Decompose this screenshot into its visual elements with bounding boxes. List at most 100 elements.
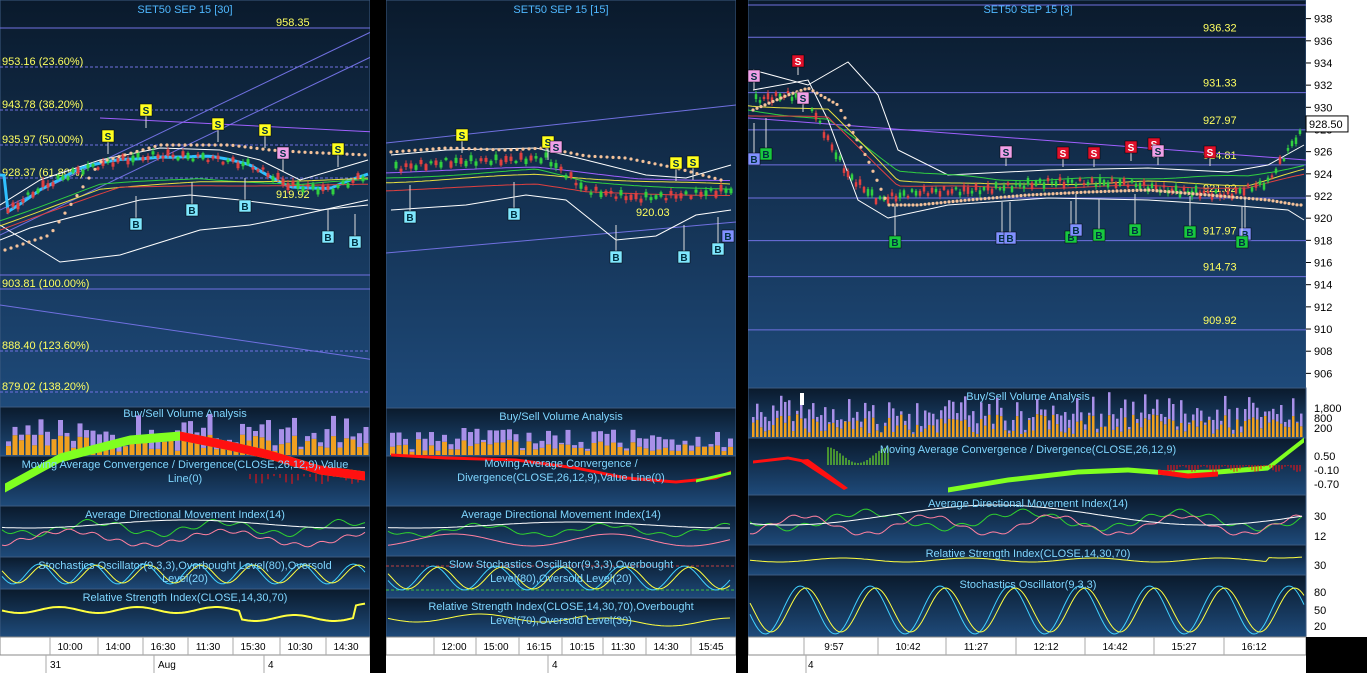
volume-bar-buy — [1272, 419, 1275, 437]
parabolic-sar-dot — [129, 151, 133, 155]
price-candle — [121, 154, 125, 160]
volume-bar-buy — [84, 437, 89, 455]
volume-bar-sell — [864, 402, 867, 419]
volume-bar-sell — [1264, 411, 1267, 417]
volume-bar-sell — [756, 403, 759, 420]
price-candle — [246, 159, 250, 165]
price-candle — [256, 169, 260, 172]
volume-bar-buy — [689, 450, 694, 455]
parabolic-sar-dot — [581, 153, 585, 157]
price-candle — [1010, 186, 1014, 192]
volume-bar-buy — [552, 448, 558, 455]
parabolic-sar-dot — [1223, 194, 1227, 199]
volume-bar-buy — [676, 450, 681, 455]
price-candle — [649, 197, 653, 201]
parabolic-sar-dot — [839, 108, 843, 113]
buy-signal-box — [748, 152, 761, 166]
buy-signal-box — [321, 230, 335, 244]
volume-bar-buy — [1168, 419, 1171, 437]
volume-bar-sell — [181, 422, 187, 440]
volume-bar-buy — [760, 427, 763, 437]
volume-bar-buy — [836, 427, 839, 437]
volume-bar-sell — [1072, 413, 1075, 434]
volume-bar-sell — [1048, 420, 1051, 430]
price-candle — [930, 187, 934, 193]
volume-bar-sell — [1256, 407, 1259, 420]
parabolic-sar-dot — [851, 130, 855, 135]
price-candle — [918, 190, 922, 196]
price-candle — [699, 191, 703, 197]
macd-tick-label: -0.10 — [1314, 465, 1339, 477]
volume-bar-buy — [181, 439, 187, 455]
volume-bar-sell — [1012, 419, 1015, 431]
volume-bar-sell — [944, 406, 947, 424]
parabolic-sar-dot — [819, 93, 823, 97]
chart-30min-svg: SET50 SEP 15 [30] 953.16 (23.60%) 943.78 (… — [0, 0, 380, 673]
volume-bar-sell — [940, 410, 943, 419]
price-candle — [714, 190, 718, 198]
chart-30min: SET50 SEP 15 [30] 953.16 (23.60%) 943.78 (… — [0, 0, 380, 673]
buy-signal-letter: B — [132, 220, 139, 231]
volume-bar-buy — [481, 442, 486, 455]
volume-title: Buy/Sell Volume Analysis — [966, 391, 1090, 403]
price-candle — [1254, 183, 1258, 188]
price-candle — [81, 170, 85, 175]
price-candle — [36, 188, 40, 194]
parabolic-sar-dot — [491, 147, 495, 152]
volume-bar-sell — [1260, 416, 1263, 429]
price-candle — [689, 195, 693, 199]
parabolic-sar-dot — [201, 143, 205, 147]
volume-bar-buy — [1084, 429, 1087, 437]
volume-bar-buy — [920, 431, 923, 437]
volume-bar-buy — [896, 425, 899, 437]
price-candle — [1106, 182, 1110, 188]
volume-bar-buy — [1256, 419, 1259, 437]
volume-bar-sell — [1252, 402, 1255, 418]
parabolic-sar-dot — [617, 156, 621, 160]
volume-bar-buy — [868, 433, 871, 437]
price-candle — [321, 184, 325, 192]
parabolic-sar-dot — [1227, 195, 1231, 199]
price-candle — [754, 94, 758, 100]
volume-bar-sell — [1192, 414, 1195, 421]
parabolic-sar-dot — [1159, 189, 1163, 193]
price-candle — [126, 158, 130, 165]
volume-bar-sell — [77, 423, 83, 437]
price-candle — [1242, 188, 1246, 196]
volume-bar-buy — [64, 436, 70, 455]
rsi-title: Relative Strength Index(CLOSE,14,30,70),… — [428, 601, 693, 613]
volume-bar-sell — [848, 399, 851, 422]
parabolic-sar-dot — [943, 200, 947, 204]
parabolic-sar-dot — [593, 154, 597, 159]
price-candle — [664, 197, 668, 201]
volume-bar-sell — [760, 412, 763, 428]
parabolic-sar-dot — [111, 156, 115, 160]
price-candle — [1182, 187, 1186, 191]
price-candle — [599, 191, 603, 198]
volume-bar-sell — [1060, 415, 1063, 432]
volume-bar-sell — [1212, 419, 1215, 434]
parabolic-sar-dot — [1011, 194, 1015, 198]
volume-bar-buy — [403, 444, 408, 455]
parabolic-sar-dot — [1123, 189, 1127, 193]
volume-bar-sell — [1188, 422, 1191, 425]
macd-title: Moving Average Convergence / Divergence(… — [22, 459, 349, 471]
volume-bar-sell — [1296, 421, 1299, 423]
price-candle — [694, 189, 698, 193]
volume-bar-sell — [996, 397, 999, 415]
volume-bar-sell — [1292, 398, 1295, 417]
price-candle — [729, 188, 733, 194]
buy-signal-letter: B — [1067, 233, 1074, 244]
moving-average-green — [748, 109, 1305, 182]
volume-bar-buy — [988, 414, 991, 437]
time-tick-label: 16:12 — [1241, 642, 1266, 653]
volume-bar-buy — [932, 425, 935, 437]
volume-bar-sell — [435, 440, 441, 451]
parabolic-sar-dot — [1035, 192, 1039, 197]
parabolic-sar-dot — [701, 173, 705, 177]
buy-signal-box — [1235, 235, 1249, 249]
parabolic-sar-dot — [243, 145, 247, 149]
adx-plus-di — [749, 508, 1303, 532]
parabolic-sar-dot — [165, 143, 169, 147]
